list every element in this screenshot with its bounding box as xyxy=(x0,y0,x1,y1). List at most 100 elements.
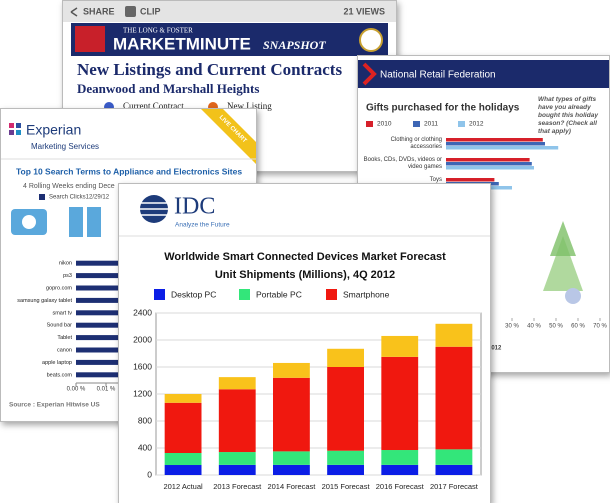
bar-segment xyxy=(164,402,202,453)
bar xyxy=(76,310,136,316)
clip-button[interactable]: CLIP xyxy=(140,6,161,16)
legend-label: Search Clicks12/29/12 xyxy=(49,195,110,201)
x-tick-label: 0.01 % xyxy=(97,387,116,393)
experian-svg: Experian Marketing Services LIVE CHART T… xyxy=(1,109,256,409)
legend-swatch xyxy=(326,289,337,300)
y-tick-label: apple laptop xyxy=(42,360,72,366)
header-logo xyxy=(362,62,377,86)
legend-swatch xyxy=(154,289,165,300)
legend-swatch xyxy=(413,121,420,127)
y-tick-label: 2000 xyxy=(133,334,152,344)
bar xyxy=(446,166,534,170)
brand-name: THE LONG & FOSTER xyxy=(123,27,193,35)
bar xyxy=(76,297,139,303)
legend-label: Current Contract xyxy=(123,101,184,111)
legend-swatch xyxy=(39,194,45,200)
legend-label: 2010 xyxy=(377,121,392,128)
bar-segment xyxy=(273,362,310,378)
y-tick-label: 0 xyxy=(147,469,152,479)
header-bar xyxy=(358,60,609,88)
x-tick-label: 70 % xyxy=(593,324,607,330)
y-tick-label: 400 xyxy=(138,442,152,452)
bar-segment xyxy=(273,451,310,465)
x-tick-label: 2014 Forecast xyxy=(267,482,316,491)
bar-segment xyxy=(435,464,473,475)
idc-tagline: Analyze the Future xyxy=(175,222,230,229)
chart-title: Worldwide Smart Connected Devices Market… xyxy=(164,251,446,263)
y-tick-label: Sound bar xyxy=(47,323,73,329)
views-count: 21 VIEWS xyxy=(343,6,385,16)
toolbar xyxy=(63,1,396,22)
bar xyxy=(76,347,130,353)
y-tick-label: 1200 xyxy=(133,388,152,398)
bar xyxy=(446,158,530,162)
x-tick-label: 50 % xyxy=(549,324,563,330)
bar-segment xyxy=(381,450,419,465)
bar-segment xyxy=(435,346,473,450)
chart-title: Gifts purchased for the holidays xyxy=(366,103,520,114)
heading: New Listings and Current Contracts xyxy=(77,60,342,79)
idc-globe-stripes xyxy=(140,202,168,216)
clock-icon xyxy=(359,28,383,52)
x-tick-label: 40 % xyxy=(527,324,541,330)
legend-label: Desktop PC xyxy=(171,289,216,299)
bar-segment xyxy=(273,377,310,452)
bar-segment xyxy=(381,356,419,451)
y-tick-label: 1600 xyxy=(133,361,152,371)
bar xyxy=(446,146,559,150)
idc-brand: IDC xyxy=(174,194,215,220)
x-tick-label: 2017 Forecast xyxy=(430,482,479,491)
bar-segment xyxy=(435,449,473,465)
y-tick-label: Tablet xyxy=(57,335,72,341)
tree-decoration xyxy=(543,236,583,291)
bar xyxy=(446,138,543,142)
legend-swatch xyxy=(239,289,250,300)
share-icon xyxy=(70,7,78,17)
bar-segment xyxy=(435,323,473,347)
bar xyxy=(446,142,545,146)
bar-segment xyxy=(381,464,419,475)
bar xyxy=(76,372,127,378)
x-tick-label: 60 % xyxy=(571,324,585,330)
legend-label: Portable PC xyxy=(256,289,302,299)
bear-decoration xyxy=(565,288,581,304)
bar-segment xyxy=(218,377,256,390)
share-button[interactable]: SHARE xyxy=(83,6,115,16)
bar-segment xyxy=(218,452,256,465)
ribbon xyxy=(201,109,256,164)
legend-label: 2012 xyxy=(469,121,484,128)
bar xyxy=(76,335,133,341)
bar-segment xyxy=(327,367,364,451)
y-tick-label: gopro.com xyxy=(46,285,72,291)
legend-label: 2011 xyxy=(424,121,438,128)
bar xyxy=(76,359,130,365)
idc-svg: IDC Analyze the Future Worldwide Smart C… xyxy=(119,194,490,491)
bar-segment xyxy=(218,389,256,453)
bar-segment xyxy=(327,464,364,475)
legend-swatch xyxy=(458,121,465,127)
x-tick-label: 0.00 % xyxy=(67,387,86,393)
idc-card: IDC Analyze the Future Worldwide Smart C… xyxy=(118,183,491,503)
clip-icon xyxy=(125,6,136,17)
nrf-svg: National Retail Federation Gifts purchas… xyxy=(358,60,609,352)
experian-logo xyxy=(9,123,21,135)
y-tick-label: 800 xyxy=(138,415,152,425)
chart-subtitle: 4 Rolling Weeks ending Dece xyxy=(23,183,115,190)
bar xyxy=(446,178,495,182)
footer-label: 2012 xyxy=(488,346,502,352)
x-tick-label: 2015 Forecast xyxy=(322,482,371,491)
y-tick-label: 2400 xyxy=(133,307,152,317)
y-tick-label: Clothing or clothing accessories xyxy=(390,137,442,150)
chart-subtitle: Unit Shipments (Millions), 4Q 2012 xyxy=(215,269,395,281)
bar-segment xyxy=(327,450,364,465)
bar xyxy=(76,285,142,291)
bar-segment xyxy=(164,452,202,466)
bar xyxy=(76,322,133,328)
bar-segment xyxy=(164,465,202,475)
y-tick-label: ps3 xyxy=(63,273,72,279)
marketminute-card: SHARE CLIP 21 VIEWS THE LONG & FOSTER MA… xyxy=(62,0,397,172)
chart-title: Top 10 Search Terms to Appliance and Ele… xyxy=(16,166,242,176)
brand-name: Experian xyxy=(26,122,81,138)
marketminute-svg: SHARE CLIP 21 VIEWS THE LONG & FOSTER MA… xyxy=(63,1,396,112)
